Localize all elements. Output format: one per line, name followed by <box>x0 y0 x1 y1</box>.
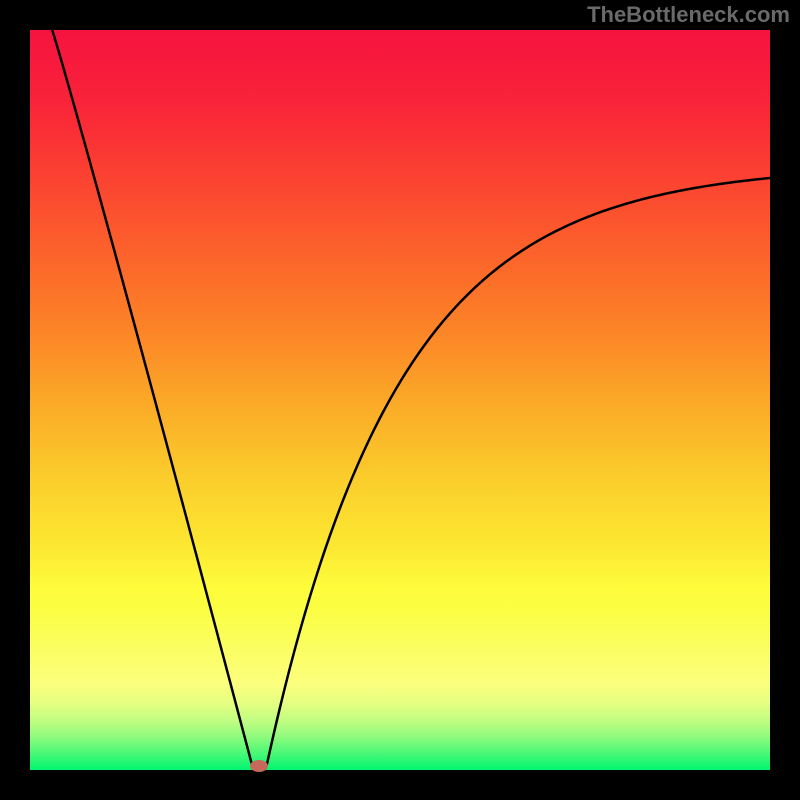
minimum-marker <box>250 760 268 772</box>
curve-left-branch <box>52 30 252 765</box>
curve-right-branch <box>267 178 770 765</box>
chart-container: TheBottleneck.com <box>0 0 800 800</box>
curve-layer <box>30 30 770 770</box>
